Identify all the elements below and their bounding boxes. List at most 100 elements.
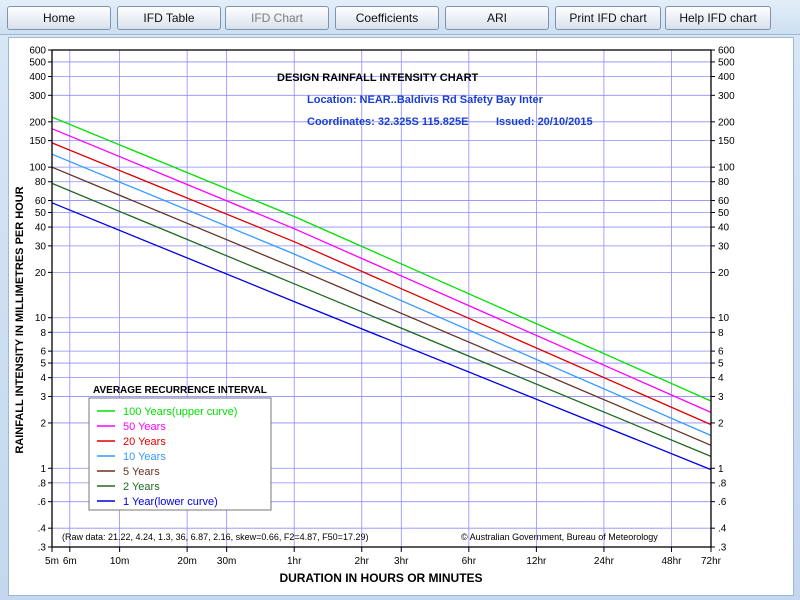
y-tick-label: .6 xyxy=(38,497,47,508)
chart-location: Location: NEAR..Baldivis Rd Safety Bay I… xyxy=(307,94,544,106)
y-tick-label: .8 xyxy=(38,478,47,489)
series-line-1 xyxy=(51,116,712,402)
tab-ifd-chart[interactable]: IFD Chart xyxy=(225,6,329,30)
y-tick-label-right: 1 xyxy=(718,464,724,475)
y-tick-label-right: 100 xyxy=(718,163,735,174)
x-tick-label: 2hr xyxy=(355,556,370,567)
x-tick-label: 5m xyxy=(45,556,59,567)
y-tick-label-right: 6 xyxy=(718,347,724,358)
y-tick-label: 300 xyxy=(29,91,46,102)
x-tick-label: 30m xyxy=(217,556,236,567)
legend-label: 10 Years xyxy=(123,451,166,463)
y-tick-label-right: .8 xyxy=(718,478,727,489)
y-tick-label-right: 10 xyxy=(718,313,730,324)
y-tick-label: 3 xyxy=(40,392,46,403)
navigation-bar: Home IFD Table IFD Chart Coefficients AR… xyxy=(0,0,800,35)
y-tick-label: 40 xyxy=(35,223,47,234)
series-line-6 xyxy=(51,182,712,458)
y-tick-label-right: 5 xyxy=(718,359,724,370)
legend-label: 2 Years xyxy=(123,481,160,493)
y-tick-label: 50 xyxy=(35,208,47,219)
y-tick-label: .3 xyxy=(38,543,47,554)
x-tick-label: 12hr xyxy=(526,556,547,567)
series-line-7 xyxy=(51,202,712,471)
y-tick-label: 150 xyxy=(29,136,46,147)
x-tick-label: 3hr xyxy=(394,556,409,567)
series-line-4 xyxy=(51,153,712,437)
y-tick-label: 200 xyxy=(29,117,46,128)
y-tick-label: 100 xyxy=(29,163,46,174)
y-tick-label: 8 xyxy=(40,328,46,339)
series-line-5 xyxy=(51,166,712,446)
x-axis-label: DURATION IN HOURS OR MINUTES xyxy=(279,571,482,585)
chart-title: DESIGN RAINFALL INTENSITY CHART xyxy=(277,72,479,84)
chart-panel: 5m 6m 10m 20m 30m 1hr 2hr 3hr 6hr 12hr 24hr 48hr 72h… xyxy=(8,37,794,596)
x-tick-label: 10m xyxy=(110,556,129,567)
plot-border xyxy=(51,49,712,548)
tab-ari[interactable]: ARI xyxy=(445,6,549,30)
y-tick-label-right: 20 xyxy=(718,268,730,279)
y-tick-label-right: 150 xyxy=(718,136,735,147)
y-tick-label: 80 xyxy=(35,177,47,188)
y-tick-label: 1 xyxy=(40,464,46,475)
y-tick-label-right: 8 xyxy=(718,328,724,339)
y-tick-label: 4 xyxy=(40,373,46,384)
y-tick-label-right: 300 xyxy=(718,91,735,102)
raw-data-note: (Raw data: 21.22, 4.24, 1.3, 36, 6.87, 2… xyxy=(62,532,368,542)
y-tick-label-right: 60 xyxy=(718,196,730,207)
y-tick-label-right: 80 xyxy=(718,177,730,188)
y-tick-label-right: 50 xyxy=(718,208,730,219)
x-tick-label: 24hr xyxy=(594,556,615,567)
y-tick-label-right: 200 xyxy=(718,117,735,128)
y-tick-label-right: .4 xyxy=(718,524,727,535)
legend-label: 100 Years(upper curve) xyxy=(123,406,237,418)
legend-label: 20 Years xyxy=(123,436,166,448)
series-line-2 xyxy=(51,128,712,413)
legend-label: 1 Year(lower curve) xyxy=(123,496,218,508)
x-tick-label: 20m xyxy=(177,556,196,567)
y-tick-label-right: 4 xyxy=(718,373,724,384)
y-tick-label: 600 xyxy=(29,46,46,57)
tab-ifd-table[interactable]: IFD Table xyxy=(117,6,221,30)
y-tick-label: 6 xyxy=(40,347,46,358)
y-tick-label-right: 30 xyxy=(718,241,730,252)
y-tick-label: 500 xyxy=(29,57,46,68)
copyright-note: © Australian Government, Bureau of Meteo… xyxy=(461,532,658,542)
ifd-chart: 5m 6m 10m 20m 30m 1hr 2hr 3hr 6hr 12hr 24hr 48hr 72h… xyxy=(14,46,735,586)
y-tick-label: 10 xyxy=(35,313,47,324)
legend: 100 Years(upper curve) 50 Years 20 Years 10… xyxy=(97,406,237,508)
y-tick-label-right: 2 xyxy=(718,418,724,429)
print-ifd-chart-button[interactable]: Print IFD chart xyxy=(555,6,661,30)
chart-issued: Issued: 20/10/2015 xyxy=(496,116,593,128)
y-tick-label: 5 xyxy=(40,359,46,370)
y-tick-label-right: 40 xyxy=(718,223,730,234)
y-tick-label: .4 xyxy=(38,524,47,535)
legend-label: 50 Years xyxy=(123,421,166,433)
legend-box xyxy=(88,397,272,511)
y-tick-label: 60 xyxy=(35,196,47,207)
y-tick-label: 2 xyxy=(40,418,46,429)
y-tick-label-right: 3 xyxy=(718,392,724,403)
y-tick-label-right: .3 xyxy=(718,543,727,554)
x-tick-label: 6hr xyxy=(462,556,477,567)
legend-label: 5 Years xyxy=(123,466,160,478)
series-lines xyxy=(51,116,712,471)
tab-coefficients[interactable]: Coefficients xyxy=(335,6,439,30)
y-tick-label: 400 xyxy=(29,72,46,83)
y-axis-label: RAINFALL INTENSITY IN MILLIMETRES PER HO… xyxy=(14,186,26,453)
y-tick-label-right: .6 xyxy=(718,497,727,508)
x-tick-label: 6m xyxy=(63,556,77,567)
help-ifd-chart-button[interactable]: Help IFD chart xyxy=(665,6,771,30)
tick-labels: 5m 6m 10m 20m 30m 1hr 2hr 3hr 6hr 12hr 24hr 48hr 72h… xyxy=(29,46,735,568)
x-tick-label: 72hr xyxy=(701,556,722,567)
x-tick-label: 48hr xyxy=(661,556,682,567)
y-tick-label-right: 500 xyxy=(718,57,735,68)
y-tick-label: 30 xyxy=(35,241,47,252)
series-line-3 xyxy=(51,142,712,426)
chart-coordinates: Coordinates: 32.325S 115.825E xyxy=(307,116,468,128)
tab-home[interactable]: Home xyxy=(7,6,111,30)
x-tick-label: 1hr xyxy=(287,556,302,567)
legend-title: AVERAGE RECURRENCE INTERVAL xyxy=(93,385,267,396)
y-tick-label-right: 600 xyxy=(718,46,735,57)
